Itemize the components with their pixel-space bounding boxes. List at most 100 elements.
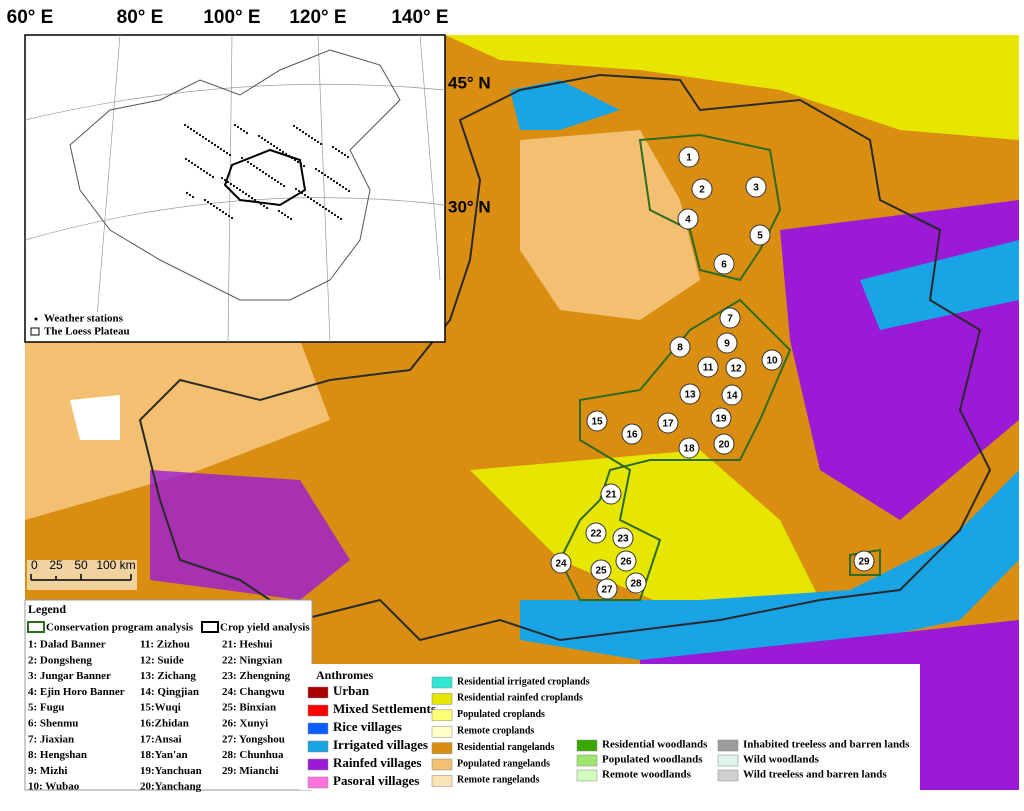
- anthrome-swatch: [431, 676, 453, 689]
- station: [236, 125, 240, 129]
- station: [233, 123, 237, 127]
- station: [341, 185, 345, 189]
- station: [343, 153, 347, 157]
- station: [244, 192, 248, 196]
- site-marker: [721, 384, 743, 406]
- anthrome-swatch: [307, 740, 329, 753]
- station: [269, 142, 273, 146]
- station: [339, 217, 343, 221]
- site-name: 20:Yanchang: [140, 781, 202, 793]
- station: [212, 204, 216, 208]
- site-number: 20: [718, 440, 730, 451]
- site-number: 15: [591, 417, 603, 428]
- station: [278, 148, 282, 152]
- anthrome-label: Residential irrigated croplands: [457, 676, 590, 687]
- station: [333, 213, 337, 217]
- station: [210, 141, 214, 145]
- anthrome-swatch: [431, 709, 453, 722]
- site-number: 29: [858, 557, 870, 568]
- anthrome-swatch: [307, 686, 329, 699]
- anthrome-swatch: [431, 725, 453, 738]
- station: [329, 177, 333, 181]
- station: [228, 153, 232, 157]
- station: [270, 176, 274, 180]
- site-number: 13: [684, 390, 696, 401]
- inset-plateau: [223, 148, 307, 207]
- site-number: 1: [686, 153, 692, 164]
- inset-legend-label: Weather stations: [44, 313, 124, 325]
- lon-label: 80° E: [117, 7, 164, 28]
- station: [241, 190, 245, 194]
- legend-box: [24, 599, 313, 791]
- station: [293, 158, 297, 162]
- station: [272, 144, 276, 148]
- site-marker: [745, 176, 767, 198]
- site-number: 23: [617, 534, 629, 545]
- site-number: 28: [630, 579, 642, 590]
- site-name: 29: Mianchi: [222, 765, 279, 777]
- station: [191, 195, 195, 199]
- station: [295, 126, 299, 130]
- station: [307, 134, 311, 138]
- scale-label: 100 km: [96, 558, 135, 572]
- anthromes-title: Anthromes: [316, 668, 373, 682]
- station: [187, 159, 191, 163]
- legend-title: Legend: [28, 602, 66, 616]
- station: [313, 138, 317, 142]
- station: [225, 151, 229, 155]
- station: [215, 206, 219, 210]
- station: [290, 156, 294, 160]
- station: [280, 211, 284, 215]
- scale-label: 0: [31, 558, 38, 572]
- station: [314, 167, 318, 171]
- site-name: 13: Zichang: [140, 670, 196, 682]
- station: [299, 162, 303, 166]
- station: [222, 149, 226, 153]
- station: [221, 210, 225, 214]
- inset-frame: [24, 34, 446, 343]
- station: [232, 184, 236, 188]
- station: [213, 143, 217, 147]
- inset-graticule: [24, 34, 446, 343]
- anthrome-swatch: [307, 758, 329, 771]
- site-name: 21: Heshui: [222, 639, 272, 651]
- station: [337, 149, 341, 153]
- site-marker: [621, 423, 643, 445]
- anthrome-swatch: [717, 769, 739, 782]
- site-name: 28: Chunhua: [222, 749, 284, 761]
- station: [263, 138, 267, 142]
- station: [204, 137, 208, 141]
- station: [219, 147, 223, 151]
- station: [246, 160, 250, 164]
- anthrome-label: Irrigated villages: [333, 737, 428, 752]
- area: [25, 340, 330, 520]
- plateau-boundary: [138, 73, 992, 642]
- station: [302, 164, 306, 168]
- station: [287, 154, 291, 158]
- station: [209, 202, 213, 206]
- station: [340, 151, 344, 155]
- site-name: 8: Hengshan: [28, 749, 87, 761]
- site-name: 9: Mizhi: [28, 765, 67, 777]
- station: [336, 215, 340, 219]
- site-name: 23: Zhengning: [222, 670, 291, 682]
- station: [206, 200, 210, 204]
- station: [195, 131, 199, 135]
- station: [211, 175, 215, 179]
- site-number: 21: [605, 490, 617, 501]
- area: [445, 35, 1019, 140]
- station: [193, 163, 197, 167]
- station: [258, 168, 262, 172]
- anthrome-label: Populated croplands: [457, 709, 545, 720]
- site-number: 24: [555, 559, 567, 570]
- cropyield-symbol: [201, 621, 219, 633]
- site-marker: [625, 572, 647, 594]
- site-name: 22: Ningxian: [222, 654, 282, 666]
- station: [199, 167, 203, 171]
- inset-legend-label: The Loess Plateau: [44, 326, 130, 338]
- site-marker: [713, 433, 735, 455]
- station: [245, 131, 249, 135]
- station: [318, 203, 322, 207]
- site-name: 27: Yongshou: [222, 733, 285, 745]
- station: [223, 178, 227, 182]
